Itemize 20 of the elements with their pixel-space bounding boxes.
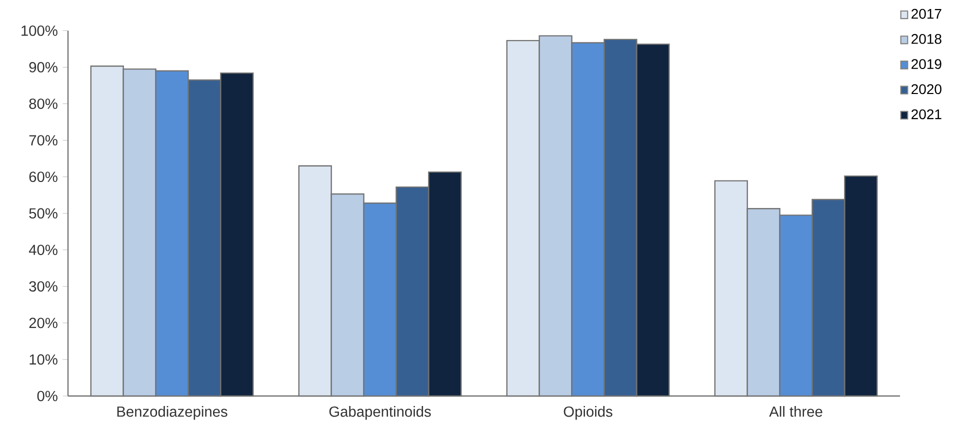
y-tick-label: 100% (22, 26, 58, 36)
x-tick-label: All three (769, 406, 822, 417)
x-tick-label: Benzodiazepines (117, 406, 228, 420)
y-tick-label: 60% (29, 172, 58, 182)
y-tick-label: 10% (30, 354, 58, 365)
y-tick-label: 90% (29, 62, 58, 72)
y-tick-label: 70% (29, 135, 58, 146)
legend-label: 2021 (912, 109, 942, 120)
x-tick-label: Opioids (564, 406, 612, 420)
legend-label: 2018 (912, 34, 942, 44)
y-tick-label: 30% (29, 281, 58, 292)
legend-label: 2019 (912, 59, 942, 70)
y-tick-label: 80% (29, 98, 58, 109)
y-tick-label: 0% (37, 390, 58, 402)
legend-label: 2020 (912, 84, 942, 94)
legend-label: 2017 (912, 8, 942, 19)
x-tick-label: Gabapentinoids (329, 406, 431, 420)
y-tick-label: 20% (29, 318, 58, 328)
y-tick-label: 50% (29, 208, 58, 219)
y-tick-label: 40% (28, 244, 58, 256)
